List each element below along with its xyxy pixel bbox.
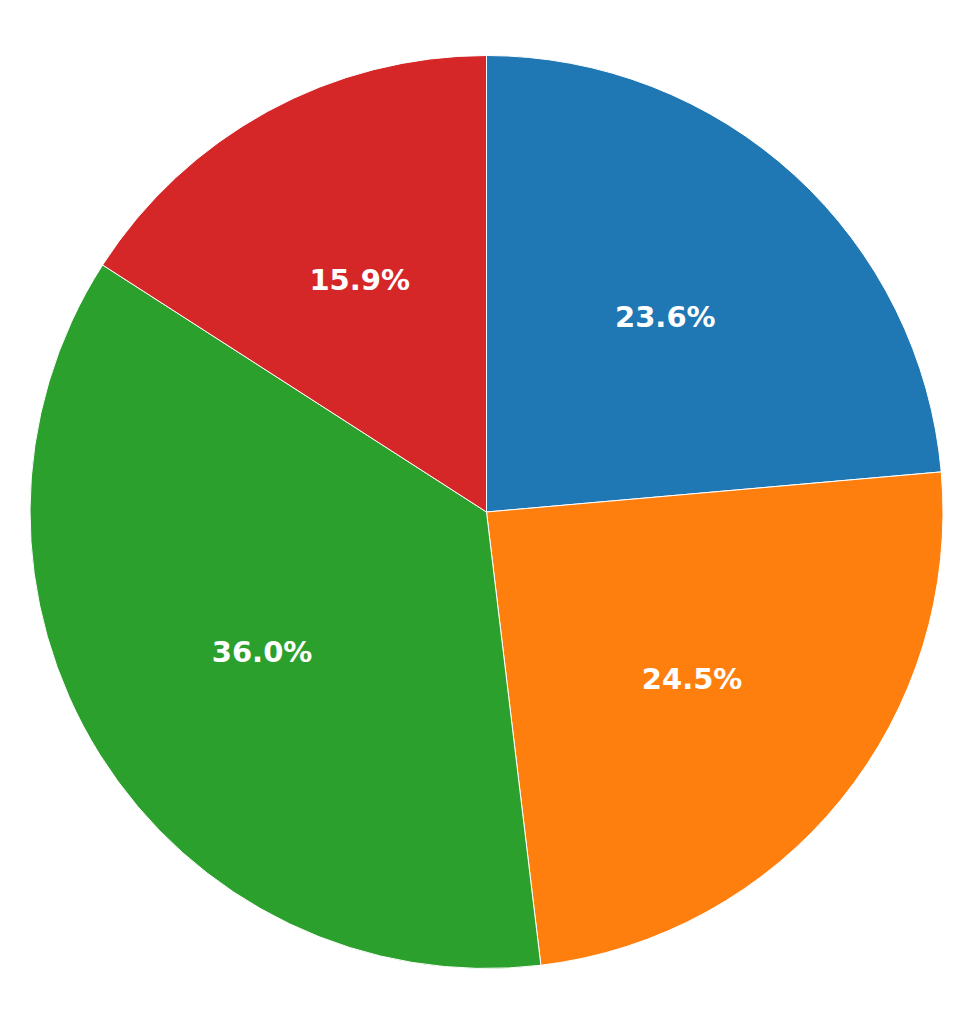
pie-slice <box>487 56 942 513</box>
data-label: 36.0% <box>212 635 313 669</box>
data-labels: 23.6% 24.5% 36.0% 15.9% <box>212 263 743 696</box>
data-label: 15.9% <box>309 263 410 297</box>
pie-slice <box>103 56 487 513</box>
data-label: 24.5% <box>642 662 743 696</box>
data-label: 23.6% <box>615 300 716 334</box>
chart: 23.6% 24.5% 36.0% 15.9% <box>0 0 973 1024</box>
pie-slice <box>487 472 944 965</box>
pie: 23.6% 24.5% 36.0% 15.9% <box>30 56 943 969</box>
slices <box>30 56 943 969</box>
